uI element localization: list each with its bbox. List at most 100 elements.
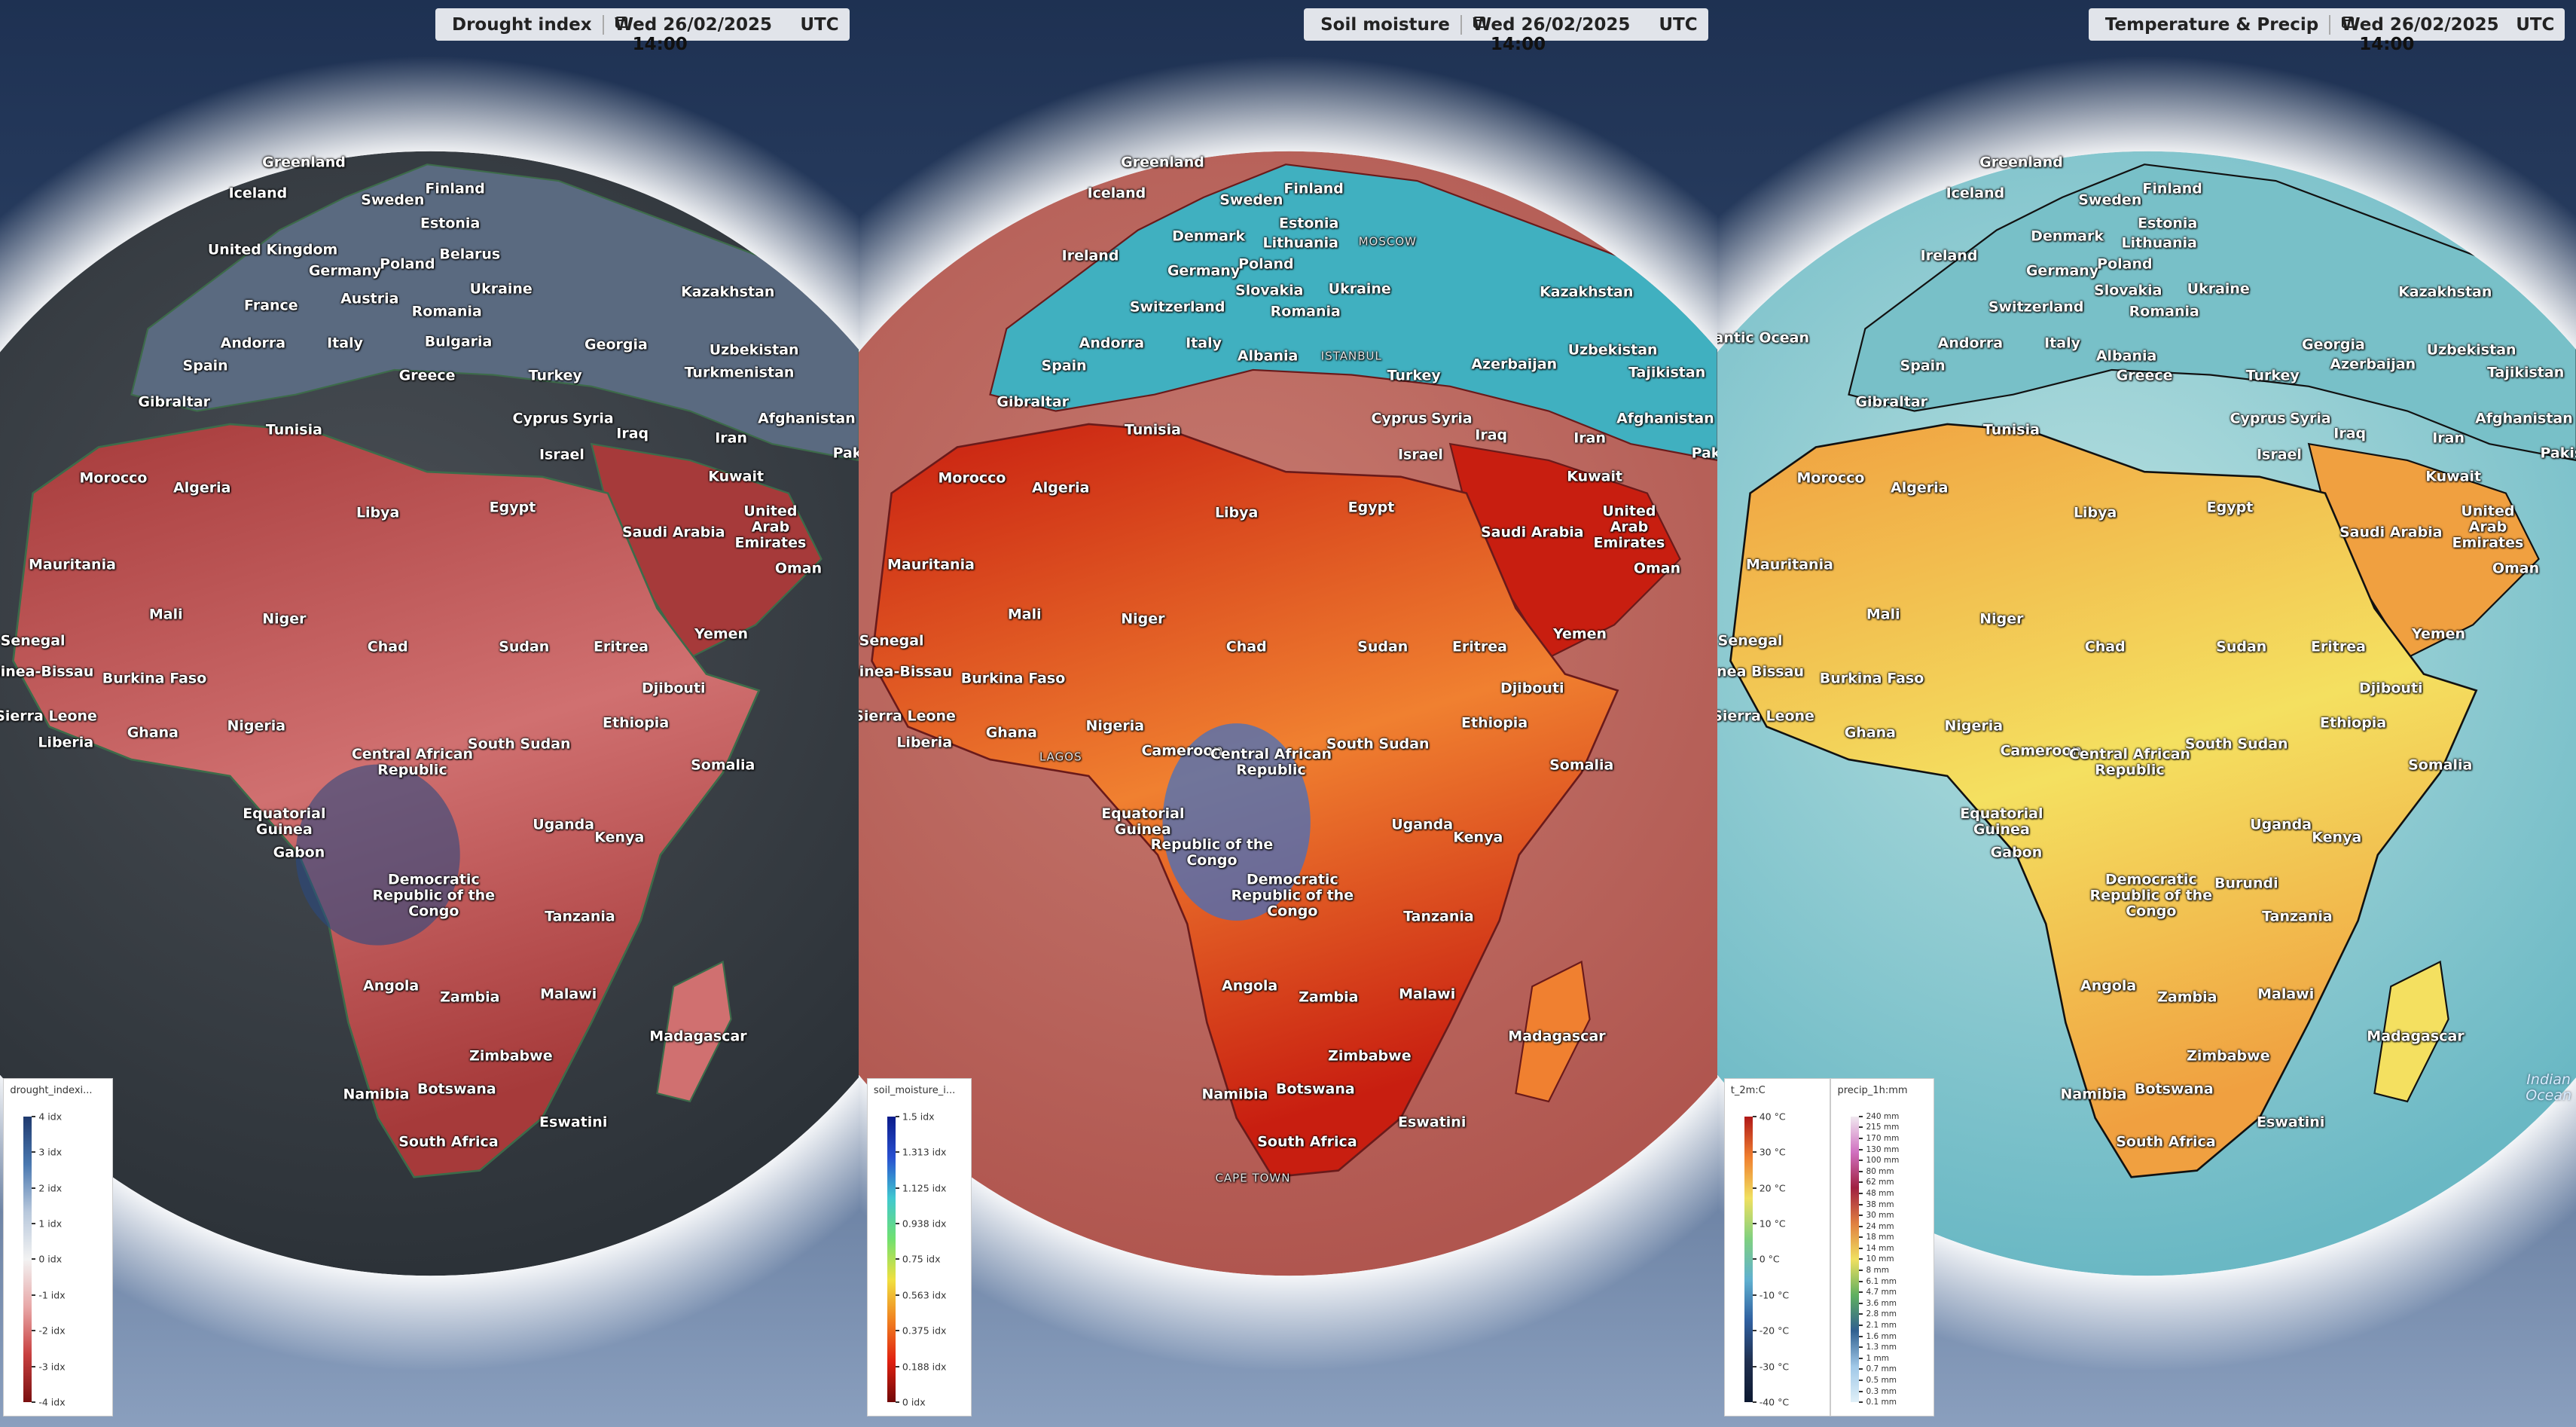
place-label: Andorra [220,335,286,352]
place-label: Andorra [1079,335,1145,352]
legend-tick-label: 1.3 mm [1866,1343,1897,1352]
legend-tick-label: -30 °C [1759,1361,1790,1373]
place-label: Djibouti [641,680,706,697]
place-label: Turkey [1387,367,1441,384]
place-label: Kenya [594,829,645,846]
place-label: Ukraine [469,280,533,298]
calendar-icon [615,16,627,28]
place-label: Slovakia [2094,282,2162,299]
place-label: Switzerland [1988,298,2084,316]
place-label: Angola [1221,977,1278,995]
place-label: CAPE TOWN [1215,1171,1291,1185]
place-label: Democratic Republic of the Congo [2089,871,2213,920]
place-label: Central African Republic [2068,746,2191,779]
madagascar-land [1515,960,1591,1103]
color-bar [1851,1116,1860,1403]
place-label: Equatorial Guinea [243,805,326,838]
place-label: Greenland [1979,154,2063,171]
legend-tick [1752,1151,1757,1154]
place-label: Guinea Bissau [1717,663,1804,680]
legend-tick-label: 0.375 idx [902,1325,947,1337]
place-label: Equatorial Guinea [1960,805,2043,838]
place-label: Algeria [1891,479,1949,497]
datetime[interactable]: Wed 26/02/2025 14:00 [1473,15,1659,54]
place-label: Gabon [1990,844,2043,861]
place-label: Denmark [2031,228,2104,245]
legend-title: soil_moisture_i... [873,1084,956,1096]
place-label: Nigeria [1085,717,1145,735]
legend-tick-label: 1 idx [38,1218,63,1230]
legend-tick-label: 0 °C [1759,1253,1780,1265]
legend-tick [32,1330,36,1332]
place-label: Eswatini [1398,1114,1467,1131]
legend-tick [1859,1258,1863,1260]
place-label: Ukraine [1328,280,1391,298]
place-label: Romania [2129,303,2199,320]
place-label: Syria [2289,410,2331,427]
place-label: Tanzania [1403,908,1474,925]
place-label: South Sudan [2184,735,2288,753]
header-bar: Temperature & Precip Wed 26/02/2025 14:00 U… [2088,8,2565,54]
legend-tick-label: 14 mm [1866,1243,1894,1253]
legend-tick [1859,1368,1863,1370]
legend-tick [32,1151,36,1154]
place-label: Zimbabwe [469,1047,553,1065]
place-label: Somalia [691,756,755,774]
datetime[interactable]: Wed 26/02/2025 14:00 [2341,15,2516,54]
place-label: Ghana [985,724,1037,741]
place-label: Denmark [1172,228,1245,245]
legend-tick [1752,1401,1757,1404]
place-label: Iran [2432,429,2465,447]
place-label: Italy [1186,335,1222,352]
globe [1717,56,2576,1371]
place-label: Tunisia [1982,421,2040,438]
place-label: Namibia [1201,1086,1268,1103]
place-label: Greenland [1121,154,1204,171]
calendar-icon [1473,16,1485,28]
place-label: Saudi Arabia [621,524,725,541]
place-label: Greece [2116,367,2173,384]
place-label: Indian Ocean [2526,1071,2572,1104]
place-label: Syria [572,410,614,427]
globe-body [859,151,1717,1276]
place-label: Burkina Faso [1819,670,1924,687]
place-label: Guinea-Bissau [859,663,953,680]
legend-tick [1859,1357,1863,1359]
legend-tick-label: 0.7 mm [1866,1364,1897,1374]
legend-tick-label: 6.1 mm [1866,1276,1897,1286]
place-label: Mali [1007,606,1042,623]
place-label: Italy [2044,335,2080,352]
place-label: Iraq [1475,426,1508,444]
place-label: Uganda [1391,816,1454,833]
place-label: Iraq [2333,425,2367,442]
place-label: Kuwait [708,468,765,485]
legend-tick [1752,1294,1757,1296]
legend-tick-label: 62 mm [1866,1178,1894,1187]
legend-tick-label: 4.7 mm [1866,1288,1897,1297]
date: Wed 26/02/2025 [614,14,773,35]
datetime[interactable]: Wed 26/02/2025 14:00 [614,14,801,54]
place-label: Romania [1270,303,1341,320]
header-bar: Drought index Wed 26/02/2025 14:00 UTC [435,8,850,54]
legend-tick [1859,1215,1863,1217]
legend-tick-label: 4 idx [38,1111,63,1123]
place-label: Cameroon [1141,742,1223,759]
place-label: Somalia [1549,756,1614,774]
place-label: Finland [425,180,485,197]
place-label: Pakistan [2540,445,2576,462]
color-bar [23,1116,32,1403]
legend-title: t_2m:C [1730,1084,1766,1096]
europe-land [130,163,859,462]
place-label: Spain [1900,357,1946,374]
place-label: Libya [1214,504,1259,521]
place-label: Sierra Leone [0,707,97,725]
place-label: Turkey [528,367,582,384]
place-label: Burkina Faso [960,670,1066,687]
separator [2329,14,2331,35]
legend-tick [895,1294,899,1296]
legend-tick-label: 10 °C [1759,1218,1786,1230]
legend-tick-label: 130 mm [1866,1144,1900,1154]
place-label: Malawi [540,985,597,1003]
layer-title: Temperature & Precip [2104,14,2319,35]
legend-tick [1859,1148,1863,1150]
